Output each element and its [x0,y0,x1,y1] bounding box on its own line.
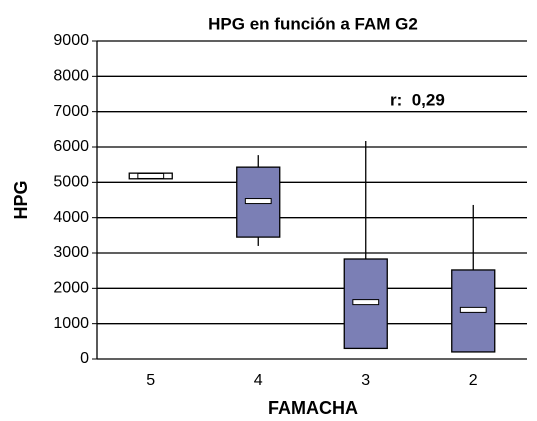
x-tick-label: 2 [469,372,478,389]
median [459,306,487,313]
y-tick-label: 2000 [53,280,89,297]
y-tick-label: 0 [80,350,89,367]
y-tick-label: 6000 [53,138,89,155]
y-tick-label: 7000 [53,103,89,120]
x-tick-label: 5 [146,372,155,389]
chart-title: HPG en función a FAM G2 [208,14,418,33]
y-tick-label: 3000 [53,244,89,261]
x-axis-label: FAMACHA [268,398,358,418]
median [244,198,272,205]
x-tick-label: 3 [361,372,370,389]
y-tick-label: 8000 [53,68,89,85]
median [137,172,165,179]
median [352,299,380,306]
x-tick-label: 4 [254,372,263,389]
y-tick-label: 4000 [53,209,89,226]
y-tick-label: 5000 [53,174,89,191]
annotation: r: 0,29 [390,90,445,109]
y-axis-label: HPG [11,180,31,219]
y-tick-label: 1000 [53,315,89,332]
y-tick-label: 9000 [53,32,89,49]
